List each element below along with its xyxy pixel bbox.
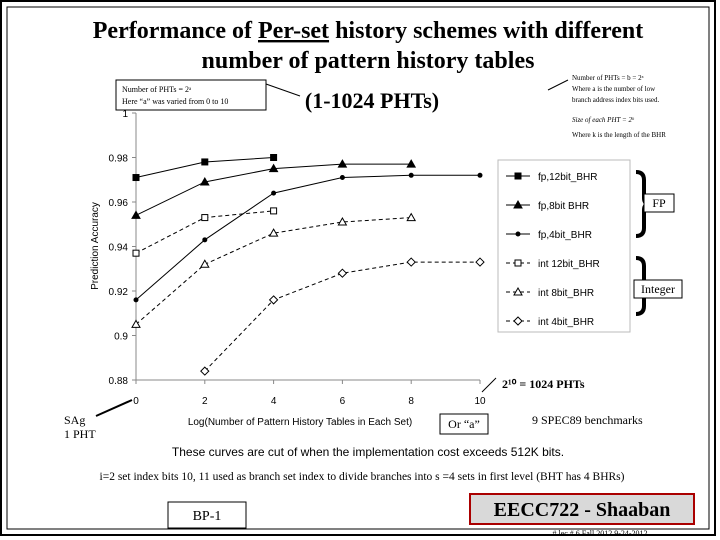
- note: Size of each PHT = 2ᵏ: [572, 116, 635, 124]
- annotation: 2¹⁰ = 1024 PHTs: [502, 377, 585, 391]
- legend-box: [497, 159, 631, 333]
- note: Where k is the length of the BHR: [572, 131, 666, 139]
- y-axis-label: Prediction Accuracy: [90, 202, 101, 290]
- marker: [406, 159, 417, 168]
- marker: [268, 163, 279, 173]
- annotation: 1 PHT: [64, 427, 96, 441]
- pointer: [547, 79, 569, 91]
- series-line: [204, 261, 480, 372]
- label-box: [643, 193, 675, 213]
- label-box: [167, 501, 247, 529]
- title-part: Per-set: [258, 18, 329, 44]
- marker: [201, 214, 209, 222]
- legend-label: fp,4bit_BHR: [538, 230, 592, 241]
- course-box: [469, 493, 695, 525]
- marker: [513, 316, 523, 326]
- marker: [475, 257, 485, 267]
- legend-label: fp,12bit_BHR: [538, 172, 597, 183]
- y-tick-label: 0.96: [109, 198, 129, 209]
- x-tick-label: 10: [474, 396, 486, 407]
- marker: [200, 366, 210, 376]
- pointer: [481, 377, 497, 393]
- marker: [133, 297, 139, 303]
- footer: # lec # 6 Fall 2012 9-24-2012: [552, 529, 647, 538]
- x-tick-label: 0: [133, 396, 139, 407]
- legend-label: fp,8bit BHR: [538, 201, 589, 212]
- x-tick-label: 6: [340, 396, 346, 407]
- marker: [199, 259, 210, 268]
- label-box: [633, 279, 683, 299]
- marker: [268, 228, 279, 237]
- marker: [132, 174, 140, 182]
- x-tick-label: 8: [408, 396, 414, 407]
- series-line: [135, 174, 480, 301]
- marker: [513, 286, 523, 296]
- marker: [131, 210, 141, 219]
- y-tick-label: 0.94: [109, 243, 129, 254]
- note: Where a is the number of low: [572, 85, 656, 93]
- marker: [201, 158, 209, 166]
- note-box: [115, 79, 267, 111]
- brace-label: FP: [652, 196, 666, 210]
- marker: [514, 172, 522, 180]
- slide-id: BP-1: [193, 509, 222, 524]
- series-line: [135, 217, 412, 325]
- x-tick-label: 2: [202, 396, 208, 407]
- marker: [339, 175, 345, 181]
- y-tick-label: 1: [122, 109, 128, 120]
- legend-label: int 8bit_BHR: [538, 288, 594, 299]
- x-tick-label: 4: [271, 396, 277, 407]
- slide-title: Performance of Per-set history schemes w…: [93, 18, 644, 44]
- subtitle: (1-1024 PHTs): [305, 88, 439, 113]
- legend-label: int 12bit_BHR: [538, 259, 600, 270]
- note: Here “a” was varied from 0 to 10: [122, 97, 228, 106]
- note: Number of PHTs = b = 2ᵃ: [572, 74, 644, 82]
- annotation: 9 SPEC89 benchmarks: [532, 413, 643, 427]
- marker: [513, 199, 523, 209]
- annotation: i=2 set index bits 10, 11 used as branch…: [100, 471, 625, 483]
- note: branch address index bits used.: [572, 96, 660, 104]
- marker: [477, 172, 483, 178]
- marker: [270, 207, 278, 215]
- course: EECC722 - Shaaban: [494, 499, 671, 521]
- title-part: history schemes with different: [329, 18, 643, 44]
- annotation: Or “a”: [448, 417, 480, 431]
- marker: [515, 231, 521, 237]
- marker: [406, 212, 417, 222]
- marker: [271, 190, 277, 196]
- label-box: [439, 413, 489, 435]
- pointer: [95, 399, 133, 417]
- annotation: SAg: [64, 413, 85, 427]
- y-tick-label: 0.88: [109, 376, 129, 387]
- marker: [408, 172, 414, 178]
- marker: [132, 249, 140, 257]
- marker: [337, 268, 348, 278]
- slide-title: number of pattern history tables: [202, 48, 535, 74]
- marker: [199, 176, 210, 186]
- y-tick-label: 0.9: [114, 332, 128, 343]
- note: Number of PHTs = 2ᵃ: [122, 85, 192, 94]
- marker: [202, 237, 208, 243]
- marker: [337, 159, 348, 168]
- marker: [131, 319, 141, 328]
- y-tick-label: 0.98: [109, 154, 129, 165]
- y-tick-label: 0.92: [109, 287, 129, 298]
- marker: [268, 295, 279, 305]
- legend-label: int 4bit_BHR: [538, 317, 594, 328]
- annotation: These curves are cut of when the impleme…: [172, 445, 564, 459]
- title-part: Performance of: [93, 18, 258, 44]
- x-axis-label: Log(Number of Pattern History Tables in …: [188, 417, 412, 428]
- marker: [514, 259, 522, 267]
- brace-label: Integer: [641, 282, 675, 296]
- marker: [270, 154, 278, 161]
- pointer: [265, 83, 301, 97]
- slide-inner-border: [6, 6, 710, 530]
- marker: [337, 217, 348, 226]
- marker: [406, 257, 416, 267]
